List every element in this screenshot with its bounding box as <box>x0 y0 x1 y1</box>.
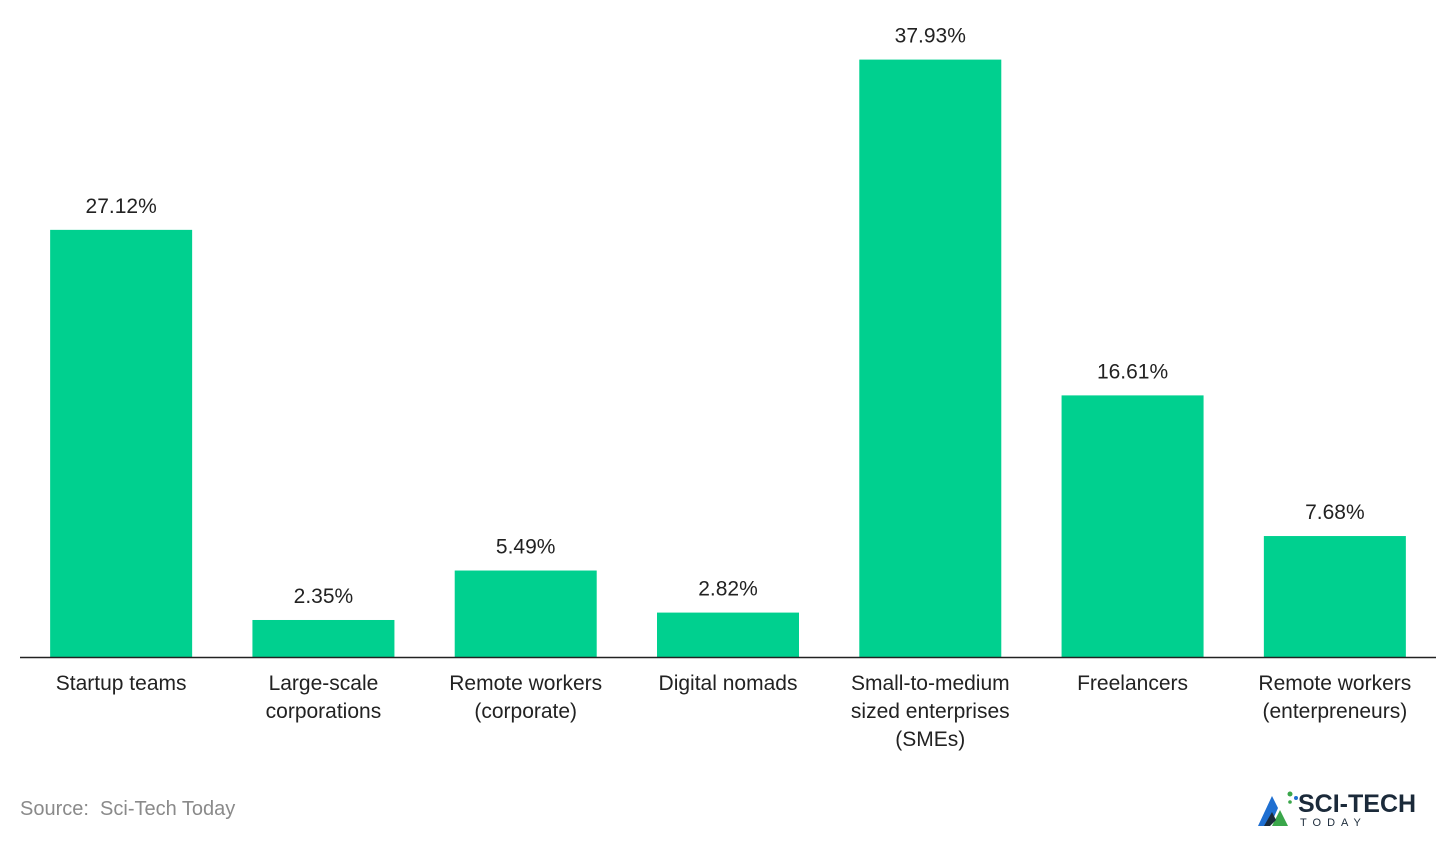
bar <box>454 570 597 657</box>
bar <box>1061 395 1204 657</box>
x-tick-label-line: Remote workers <box>1258 672 1411 695</box>
x-tick-label-line: (enterpreneurs) <box>1262 700 1407 723</box>
x-tick-label: Remote workers (corporate) <box>449 672 602 723</box>
bar <box>50 229 193 658</box>
x-tick-label: Remote workers (enterpreneurs) <box>1258 672 1411 723</box>
x-tick-label-line: Small-to-medium <box>851 672 1010 695</box>
bar-value-label: 7.68% <box>1305 501 1365 524</box>
bar-value-label: 2.82% <box>698 578 758 601</box>
source-note: Source: Sci-Tech Today <box>20 798 236 820</box>
bar-chart: 27.12% 2.35% 5.49% 2.82% 37.93% 16.61% 7.68% S… <box>20 25 1436 751</box>
x-tick-labels-group: Startup teams Large-scale corporations Remo… <box>56 672 1412 751</box>
x-tick-label: Freelancers <box>1077 672 1188 695</box>
x-tick-label-line: Digital nomads <box>659 672 798 695</box>
bar-value-label: 5.49% <box>496 536 556 559</box>
x-tick-label-line: (corporate) <box>474 700 577 723</box>
x-tick-label: Startup teams <box>56 672 187 695</box>
x-tick-label-line: Startup teams <box>56 672 187 695</box>
x-tick-label-line: (SMEs) <box>895 728 965 751</box>
bar-value-label: 27.12% <box>86 195 157 218</box>
bar <box>252 619 395 657</box>
sci-tech-today-logo: SCI-TECH TODAY <box>1258 790 1416 829</box>
bar <box>1263 536 1406 657</box>
bar <box>657 612 799 657</box>
x-tick-label: Large-scale corporations <box>266 672 382 723</box>
x-tick-label-line: Remote workers <box>449 672 602 695</box>
logo-brand-text: SCI-TECH <box>1298 790 1416 818</box>
x-tick-label-line: Freelancers <box>1077 672 1188 695</box>
bar-value-label: 37.93% <box>895 25 966 48</box>
x-tick-label-line: sized enterprises <box>851 700 1010 723</box>
x-tick-label-line: Large-scale <box>269 672 379 695</box>
value-labels-group: 27.12% 2.35% 5.49% 2.82% 37.93% 16.61% 7.68% <box>86 25 1365 608</box>
x-tick-label: Small-to-medium sized enterprises (SMEs) <box>851 672 1010 751</box>
bar-value-label: 2.35% <box>294 585 354 608</box>
logo-sub-text: TODAY <box>1300 817 1367 829</box>
bar <box>859 59 1002 658</box>
x-tick-label-line: corporations <box>266 700 382 723</box>
bar-value-label: 16.61% <box>1097 360 1168 383</box>
x-tick-label: Digital nomads <box>659 672 798 695</box>
logo-mark-icon <box>1258 791 1298 826</box>
bars-group <box>50 59 1406 658</box>
